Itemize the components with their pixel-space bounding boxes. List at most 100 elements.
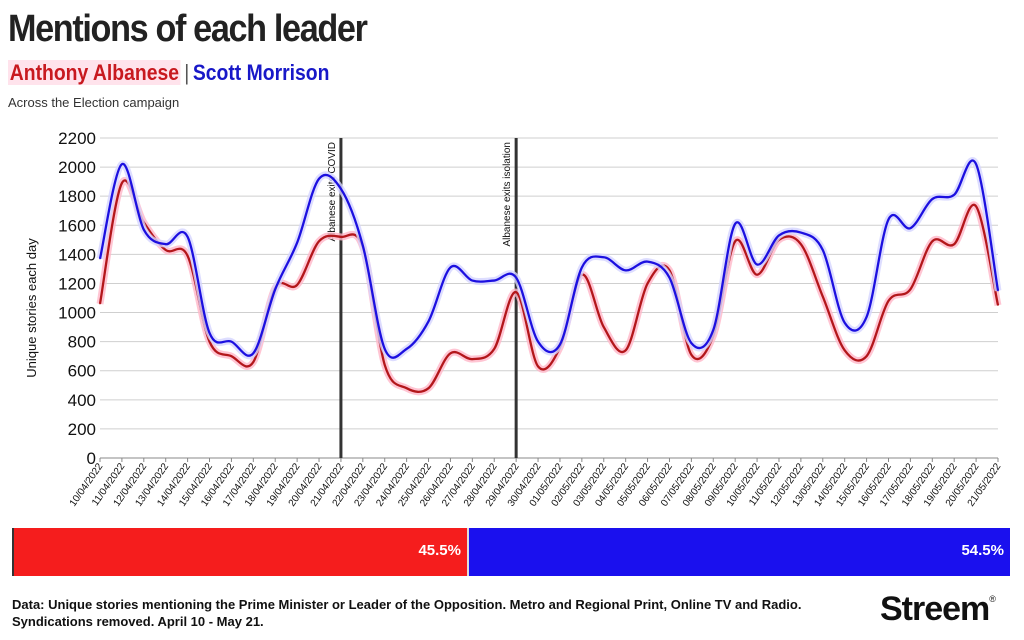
data-point-morrison [296, 242, 298, 244]
data-point-albanese [318, 240, 320, 242]
data-point-morrison [537, 341, 539, 343]
data-point-morrison [668, 277, 671, 279]
share-label-morrison: 54.5% [961, 542, 1004, 559]
y-tick-label: 1000 [58, 304, 96, 323]
y-tick-label: 2000 [58, 158, 96, 177]
data-point-morrison [822, 249, 824, 251]
data-point-albanese [296, 284, 298, 286]
data-point-albanese [230, 355, 233, 357]
share-bar-albanese: 45.5% [12, 528, 467, 576]
series-line-morrison [98, 159, 1000, 359]
y-tick-label: 1400 [58, 245, 96, 264]
data-point-albanese [187, 255, 189, 257]
data-point-morrison [208, 332, 211, 334]
chart-subtitle: Across the Election campaign [8, 95, 180, 110]
data-point-albanese [953, 243, 955, 245]
data-point-albanese [449, 352, 452, 354]
data-point-albanese [800, 243, 802, 245]
data-point-morrison [362, 245, 364, 247]
data-point-albanese [603, 326, 605, 328]
data-point-morrison [252, 352, 254, 354]
y-tick-label: 1600 [58, 216, 96, 235]
data-point-morrison [625, 269, 627, 271]
legend-separator: | [184, 60, 190, 85]
source-note: Data: Unique stories mentioning the Prim… [12, 597, 802, 629]
data-point-albanese [537, 365, 539, 367]
data-point-morrison [515, 277, 517, 279]
data-point-albanese [822, 295, 824, 298]
data-point-morrison [603, 256, 605, 258]
data-point-albanese [165, 249, 167, 251]
data-point-morrison [427, 320, 430, 322]
data-point-morrison [581, 266, 583, 269]
data-point-albanese [252, 361, 254, 363]
y-tick-label: 400 [68, 391, 96, 410]
data-point-morrison [909, 227, 911, 229]
data-point-morrison [778, 234, 780, 237]
data-point-morrison [997, 290, 999, 292]
data-point-morrison [865, 316, 868, 318]
data-point-morrison [449, 266, 452, 269]
data-point-albanese [975, 205, 977, 207]
data-point-albanese [931, 240, 933, 242]
data-point-morrison [143, 229, 145, 231]
logo-text: Streem [880, 590, 990, 628]
legend: Anthony Albanese | Scott Morrison [8, 60, 329, 86]
y-tick-label: 600 [68, 362, 96, 381]
data-point-albanese [340, 236, 342, 238]
data-point-morrison [471, 279, 473, 282]
y-tick-label: 2200 [58, 129, 96, 148]
data-point-albanese [406, 387, 408, 389]
data-point-albanese [997, 304, 999, 306]
data-point-morrison [406, 348, 408, 350]
data-point-morrison [844, 322, 846, 324]
legend-albanese: Anthony Albanese [8, 60, 181, 85]
data-point-morrison [953, 194, 955, 196]
line-chart: 0 200 400 600 800 1000 1200 1400 1600 1800 2000 220… [24, 129, 1004, 509]
data-point-morrison [559, 343, 561, 346]
data-point-morrison [165, 243, 167, 245]
data-point-morrison [734, 223, 736, 225]
data-point-albanese [208, 341, 211, 343]
y-tick-label: 1800 [58, 187, 96, 206]
data-point-albanese [887, 300, 890, 302]
legend-morrison: Scott Morrison [192, 60, 330, 85]
data-point-albanese [471, 358, 473, 360]
data-point-albanese [625, 349, 627, 351]
data-point-morrison [230, 341, 233, 343]
data-point-albanese [844, 349, 846, 351]
data-point-morrison [646, 261, 649, 263]
data-point-morrison [887, 218, 890, 221]
annotation-label: Albanese exits isolation [502, 142, 513, 247]
data-point-morrison [340, 188, 342, 190]
y-tick-label: 1200 [58, 274, 96, 293]
share-bar-morrison: 54.5% [467, 528, 1010, 576]
data-point-albanese [865, 355, 868, 357]
data-point-morrison [187, 236, 189, 238]
data-point-albanese [646, 282, 649, 285]
data-point-albanese [756, 274, 758, 276]
data-point-morrison [121, 163, 123, 165]
data-point-morrison [975, 163, 977, 165]
data-point-morrison [99, 258, 101, 260]
series-halo-morrison [96, 157, 1002, 362]
data-point-morrison [274, 288, 276, 290]
y-tick-label: 800 [68, 333, 96, 352]
data-point-morrison [931, 198, 933, 200]
y-axis-label: Unique stories each day [24, 238, 39, 378]
y-tick-label: 0 [87, 449, 96, 468]
data-point-albanese [99, 303, 101, 305]
data-point-albanese [384, 364, 386, 366]
data-point-albanese [493, 348, 495, 350]
chart-title: Mentions of each leader [8, 8, 368, 50]
data-point-morrison [712, 329, 714, 331]
data-point-morrison [493, 279, 495, 282]
y-tick-label: 200 [68, 420, 96, 439]
data-point-albanese [690, 354, 692, 356]
data-point-albanese [121, 182, 123, 184]
data-point-albanese [515, 291, 517, 293]
data-point-morrison [800, 231, 802, 234]
data-point-morrison [384, 348, 386, 350]
data-point-morrison [690, 342, 692, 344]
series-line-albanese [98, 179, 1000, 393]
